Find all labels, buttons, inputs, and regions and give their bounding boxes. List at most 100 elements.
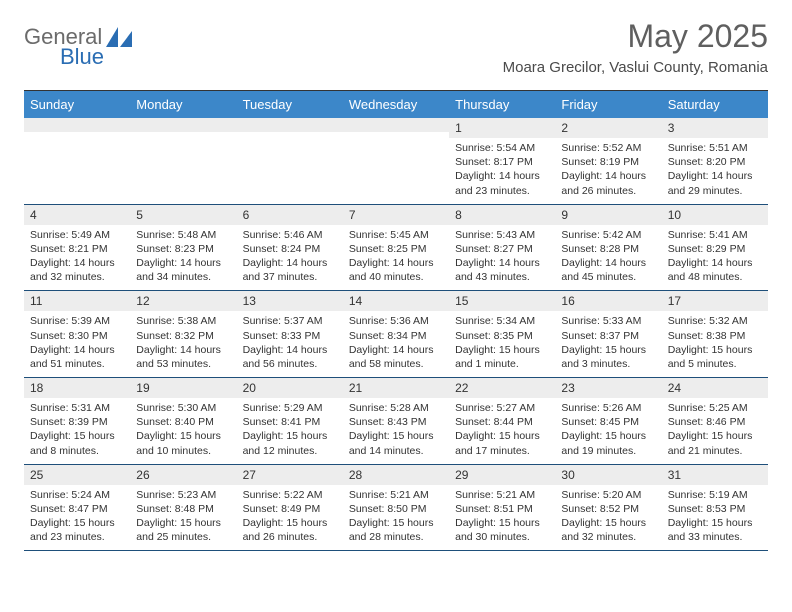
sunset-text: Sunset: 8:27 PM [455, 242, 549, 256]
sunrise-text: Sunrise: 5:37 AM [243, 314, 337, 328]
day-cell: 8Sunrise: 5:43 AMSunset: 8:27 PMDaylight… [449, 205, 555, 291]
sunset-text: Sunset: 8:17 PM [455, 155, 549, 169]
sunset-text: Sunset: 8:53 PM [668, 502, 762, 516]
day-number: 8 [449, 205, 555, 225]
daylight-text: Daylight: 15 hours and 3 minutes. [561, 343, 655, 371]
sunset-text: Sunset: 8:44 PM [455, 415, 549, 429]
sunset-text: Sunset: 8:39 PM [30, 415, 124, 429]
day-cell [343, 118, 449, 204]
sunrise-text: Sunrise: 5:22 AM [243, 488, 337, 502]
day-cell [24, 118, 130, 204]
sunset-text: Sunset: 8:52 PM [561, 502, 655, 516]
day-cell: 17Sunrise: 5:32 AMSunset: 8:38 PMDayligh… [662, 291, 768, 377]
logo-sail-icon [106, 27, 134, 47]
day-number: 6 [237, 205, 343, 225]
calendar-grid: Sunday Monday Tuesday Wednesday Thursday… [24, 90, 768, 551]
sunrise-text: Sunrise: 5:39 AM [30, 314, 124, 328]
sunset-text: Sunset: 8:38 PM [668, 329, 762, 343]
day-number: 28 [343, 465, 449, 485]
daylight-text: Daylight: 14 hours and 23 minutes. [455, 169, 549, 197]
day-number [130, 118, 236, 132]
dow-thursday: Thursday [449, 91, 555, 118]
sunrise-text: Sunrise: 5:41 AM [668, 228, 762, 242]
day-data: Sunrise: 5:48 AMSunset: 8:23 PMDaylight:… [130, 225, 236, 291]
sunset-text: Sunset: 8:37 PM [561, 329, 655, 343]
day-data [24, 132, 130, 193]
day-data: Sunrise: 5:42 AMSunset: 8:28 PMDaylight:… [555, 225, 661, 291]
dow-wednesday: Wednesday [343, 91, 449, 118]
daylight-text: Daylight: 14 hours and 45 minutes. [561, 256, 655, 284]
day-cell: 2Sunrise: 5:52 AMSunset: 8:19 PMDaylight… [555, 118, 661, 204]
daylight-text: Daylight: 14 hours and 40 minutes. [349, 256, 443, 284]
week-row: 11Sunrise: 5:39 AMSunset: 8:30 PMDayligh… [24, 291, 768, 378]
dow-sunday: Sunday [24, 91, 130, 118]
daylight-text: Daylight: 15 hours and 32 minutes. [561, 516, 655, 544]
day-number: 1 [449, 118, 555, 138]
day-cell: 27Sunrise: 5:22 AMSunset: 8:49 PMDayligh… [237, 465, 343, 551]
sunset-text: Sunset: 8:32 PM [136, 329, 230, 343]
dow-tuesday: Tuesday [237, 91, 343, 118]
day-cell [237, 118, 343, 204]
day-cell: 13Sunrise: 5:37 AMSunset: 8:33 PMDayligh… [237, 291, 343, 377]
day-number: 9 [555, 205, 661, 225]
daylight-text: Daylight: 14 hours and 43 minutes. [455, 256, 549, 284]
sunrise-text: Sunrise: 5:51 AM [668, 141, 762, 155]
sunrise-text: Sunrise: 5:19 AM [668, 488, 762, 502]
sunset-text: Sunset: 8:34 PM [349, 329, 443, 343]
day-number: 25 [24, 465, 130, 485]
sunset-text: Sunset: 8:49 PM [243, 502, 337, 516]
day-number: 15 [449, 291, 555, 311]
daylight-text: Daylight: 15 hours and 14 minutes. [349, 429, 443, 457]
sunrise-text: Sunrise: 5:21 AM [455, 488, 549, 502]
day-cell: 22Sunrise: 5:27 AMSunset: 8:44 PMDayligh… [449, 378, 555, 464]
day-number: 11 [24, 291, 130, 311]
sunrise-text: Sunrise: 5:30 AM [136, 401, 230, 415]
daylight-text: Daylight: 15 hours and 28 minutes. [349, 516, 443, 544]
sunset-text: Sunset: 8:46 PM [668, 415, 762, 429]
sunrise-text: Sunrise: 5:49 AM [30, 228, 124, 242]
day-number: 19 [130, 378, 236, 398]
day-cell: 30Sunrise: 5:20 AMSunset: 8:52 PMDayligh… [555, 465, 661, 551]
daylight-text: Daylight: 15 hours and 17 minutes. [455, 429, 549, 457]
daylight-text: Daylight: 14 hours and 51 minutes. [30, 343, 124, 371]
day-cell: 16Sunrise: 5:33 AMSunset: 8:37 PMDayligh… [555, 291, 661, 377]
sunset-text: Sunset: 8:19 PM [561, 155, 655, 169]
daylight-text: Daylight: 15 hours and 26 minutes. [243, 516, 337, 544]
day-number: 20 [237, 378, 343, 398]
day-cell: 10Sunrise: 5:41 AMSunset: 8:29 PMDayligh… [662, 205, 768, 291]
sunset-text: Sunset: 8:29 PM [668, 242, 762, 256]
daylight-text: Daylight: 15 hours and 1 minute. [455, 343, 549, 371]
day-number [24, 118, 130, 132]
day-data [130, 132, 236, 193]
sunset-text: Sunset: 8:23 PM [136, 242, 230, 256]
day-cell: 15Sunrise: 5:34 AMSunset: 8:35 PMDayligh… [449, 291, 555, 377]
day-number: 24 [662, 378, 768, 398]
week-row: 4Sunrise: 5:49 AMSunset: 8:21 PMDaylight… [24, 205, 768, 292]
day-number: 2 [555, 118, 661, 138]
day-number: 18 [24, 378, 130, 398]
daylight-text: Daylight: 14 hours and 26 minutes. [561, 169, 655, 197]
day-data: Sunrise: 5:33 AMSunset: 8:37 PMDaylight:… [555, 311, 661, 377]
day-cell: 12Sunrise: 5:38 AMSunset: 8:32 PMDayligh… [130, 291, 236, 377]
daylight-text: Daylight: 14 hours and 32 minutes. [30, 256, 124, 284]
day-number: 21 [343, 378, 449, 398]
sunset-text: Sunset: 8:25 PM [349, 242, 443, 256]
day-cell: 28Sunrise: 5:21 AMSunset: 8:50 PMDayligh… [343, 465, 449, 551]
day-data: Sunrise: 5:23 AMSunset: 8:48 PMDaylight:… [130, 485, 236, 551]
sunrise-text: Sunrise: 5:45 AM [349, 228, 443, 242]
sunrise-text: Sunrise: 5:42 AM [561, 228, 655, 242]
day-number: 31 [662, 465, 768, 485]
sunrise-text: Sunrise: 5:20 AM [561, 488, 655, 502]
sunset-text: Sunset: 8:50 PM [349, 502, 443, 516]
day-cell: 31Sunrise: 5:19 AMSunset: 8:53 PMDayligh… [662, 465, 768, 551]
sunrise-text: Sunrise: 5:23 AM [136, 488, 230, 502]
daylight-text: Daylight: 15 hours and 25 minutes. [136, 516, 230, 544]
sunrise-text: Sunrise: 5:25 AM [668, 401, 762, 415]
sunset-text: Sunset: 8:33 PM [243, 329, 337, 343]
day-cell: 3Sunrise: 5:51 AMSunset: 8:20 PMDaylight… [662, 118, 768, 204]
day-cell: 20Sunrise: 5:29 AMSunset: 8:41 PMDayligh… [237, 378, 343, 464]
sunrise-text: Sunrise: 5:28 AM [349, 401, 443, 415]
day-data: Sunrise: 5:43 AMSunset: 8:27 PMDaylight:… [449, 225, 555, 291]
day-data: Sunrise: 5:30 AMSunset: 8:40 PMDaylight:… [130, 398, 236, 464]
logo-word-blue: Blue [60, 44, 104, 70]
